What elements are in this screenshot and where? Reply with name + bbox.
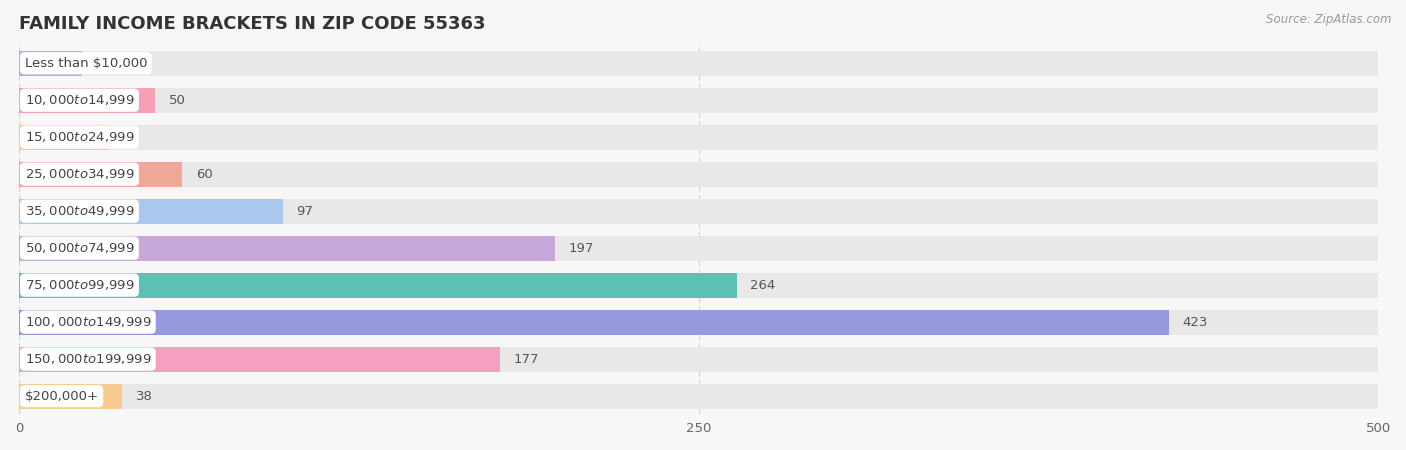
Bar — [20, 51, 1378, 76]
Bar — [20, 236, 1378, 261]
Bar — [20, 236, 555, 261]
Bar — [20, 273, 1378, 298]
Text: 23: 23 — [96, 57, 112, 70]
Text: $200,000+: $200,000+ — [25, 390, 98, 403]
Text: FAMILY INCOME BRACKETS IN ZIP CODE 55363: FAMILY INCOME BRACKETS IN ZIP CODE 55363 — [20, 15, 485, 33]
Text: 264: 264 — [751, 279, 776, 292]
Text: 423: 423 — [1182, 315, 1208, 328]
Text: $15,000 to $24,999: $15,000 to $24,999 — [25, 130, 135, 144]
Text: Source: ZipAtlas.com: Source: ZipAtlas.com — [1267, 14, 1392, 27]
Bar — [20, 88, 155, 113]
Text: 60: 60 — [195, 168, 212, 181]
Bar — [20, 346, 501, 372]
Text: 197: 197 — [568, 242, 593, 255]
Text: $35,000 to $49,999: $35,000 to $49,999 — [25, 204, 135, 218]
Text: $10,000 to $14,999: $10,000 to $14,999 — [25, 93, 135, 107]
Bar — [20, 346, 1378, 372]
Bar — [20, 162, 1378, 187]
Text: 97: 97 — [297, 205, 314, 218]
Text: Less than $10,000: Less than $10,000 — [25, 57, 148, 70]
Bar — [20, 310, 1168, 335]
Text: 38: 38 — [136, 390, 153, 403]
Bar — [20, 198, 1378, 224]
Bar — [20, 383, 1378, 409]
Text: 50: 50 — [169, 94, 186, 107]
Text: $150,000 to $199,999: $150,000 to $199,999 — [25, 352, 152, 366]
Text: 33: 33 — [122, 130, 139, 144]
Bar — [20, 125, 1378, 150]
Bar — [20, 125, 108, 150]
Text: $25,000 to $34,999: $25,000 to $34,999 — [25, 167, 135, 181]
Text: $75,000 to $99,999: $75,000 to $99,999 — [25, 278, 135, 292]
Bar — [20, 383, 122, 409]
Bar — [20, 310, 1378, 335]
Text: 177: 177 — [515, 353, 540, 365]
Bar — [20, 162, 183, 187]
Bar — [20, 88, 1378, 113]
Bar — [20, 51, 82, 76]
Bar — [20, 273, 737, 298]
Bar — [20, 198, 283, 224]
Text: $100,000 to $149,999: $100,000 to $149,999 — [25, 315, 152, 329]
Text: $50,000 to $74,999: $50,000 to $74,999 — [25, 241, 135, 255]
